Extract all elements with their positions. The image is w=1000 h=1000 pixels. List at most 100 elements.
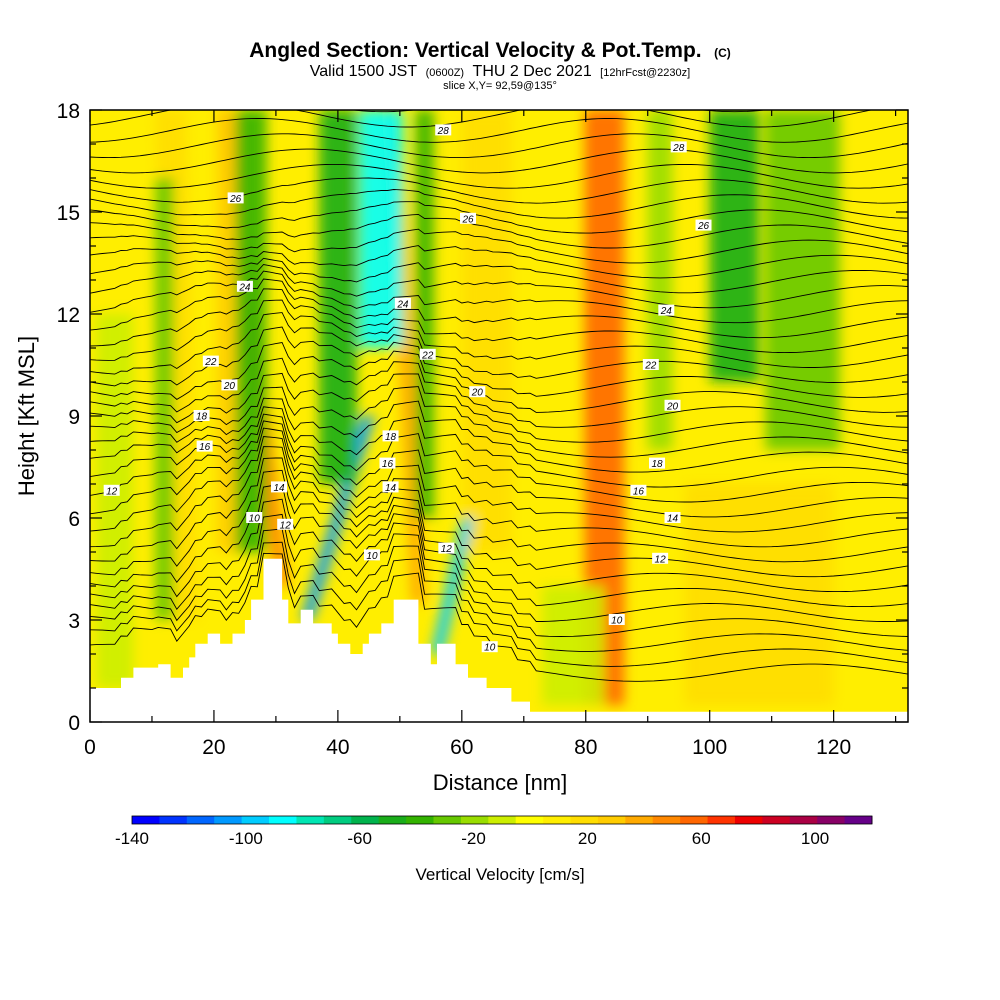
contour-label-text: 24 xyxy=(660,306,673,317)
contour-label-text: 26 xyxy=(697,221,710,232)
contour-label-text: 16 xyxy=(382,459,394,470)
contour-label-bg xyxy=(460,212,477,224)
theta-contour xyxy=(90,386,908,458)
velocity-field xyxy=(96,110,840,705)
contour-label: 12 xyxy=(103,484,120,497)
theta-contour xyxy=(90,201,908,234)
velocity-band xyxy=(709,110,760,382)
colorbar-swatch xyxy=(597,816,626,824)
velocity-band xyxy=(684,484,834,705)
colorbar-swatch xyxy=(378,816,407,824)
contour-label-text: 22 xyxy=(644,361,657,372)
theta-contour-labels: 12 10 14 12 16 18 20 22 24 26 10 16 14 18 24 22 20 12 10 28… xyxy=(103,124,712,654)
theta-contour xyxy=(90,498,908,622)
theta-contour xyxy=(90,436,908,548)
contour-label: 16 xyxy=(196,440,213,453)
contour-label: 10 xyxy=(246,512,263,525)
colorbar-swatch xyxy=(406,816,434,824)
contour-label: 22 xyxy=(419,348,436,361)
colorbar-swatch xyxy=(680,816,709,824)
velocity-band xyxy=(415,110,434,518)
contour-label-text: 16 xyxy=(199,442,211,453)
contour-label-bg xyxy=(438,542,455,554)
contour-label-bg xyxy=(379,457,396,469)
contour-label-bg xyxy=(236,280,253,292)
contour-label-text: 20 xyxy=(471,388,484,399)
theta-contour xyxy=(90,228,908,264)
contour-label-bg xyxy=(481,641,498,653)
axis-ticks xyxy=(89,109,908,723)
theta-contour xyxy=(90,326,908,398)
contour-label: 26 xyxy=(227,192,244,205)
theta-contour xyxy=(90,552,908,682)
subtitle-valid: Valid 1500 JST xyxy=(310,63,418,80)
contour-label-text: 26 xyxy=(229,194,242,205)
contour-label-text: 12 xyxy=(655,554,667,565)
y-tick-label: 9 xyxy=(68,406,80,429)
x-tick-label: 60 xyxy=(450,736,473,759)
colorbar-swatch xyxy=(543,816,572,824)
contour-label-bg xyxy=(202,355,219,367)
theta-contours xyxy=(90,110,908,682)
contour-label: 22 xyxy=(642,359,659,372)
contour-label-text: 12 xyxy=(280,520,292,531)
contour-label-text: 20 xyxy=(223,381,236,392)
colorbar-swatch xyxy=(817,816,846,824)
colorbar-swatch xyxy=(844,816,873,824)
theta-contour xyxy=(90,177,908,204)
contour-label-text: 22 xyxy=(204,357,217,368)
y-tick-label: 15 xyxy=(57,202,80,225)
theta-contour xyxy=(90,541,908,667)
contour-label-text: 14 xyxy=(273,483,285,494)
x-tick-label: 120 xyxy=(816,736,851,759)
contour-label-text: 14 xyxy=(667,514,679,525)
y-axis-label: Height [Kft MSL] xyxy=(14,336,39,496)
colorbar-swatch xyxy=(241,816,270,824)
colorbar-swatch xyxy=(707,816,736,824)
plot-area: 12 10 14 12 16 18 20 22 24 26 10 16 14 18 24 22 20 12 10 28… xyxy=(90,110,908,722)
title-main: Angled Section: Vertical Velocity & Pot.… xyxy=(249,39,701,62)
subtitle-zulu: (0600Z) xyxy=(426,67,465,79)
contour-label-text: 10 xyxy=(611,616,623,627)
y-tick-label: 18 xyxy=(57,100,80,123)
colorbar-tick-label: 60 xyxy=(692,829,711,848)
contour-label-text: 18 xyxy=(385,432,397,443)
contour-label-bg xyxy=(630,484,647,496)
terrain-mask xyxy=(90,558,908,722)
colorbar: -140 -100 -60 -20 20 60 100 xyxy=(115,815,873,848)
contour-label-bg xyxy=(382,481,399,493)
theta-contour xyxy=(90,264,908,309)
colorbar-tick-label: 20 xyxy=(578,829,597,848)
theta-contour xyxy=(90,469,908,593)
y-tick-label: 6 xyxy=(68,508,80,531)
contour-label-bg xyxy=(469,386,486,398)
contour-label-text: 24 xyxy=(396,299,409,310)
contour-label-bg xyxy=(649,457,666,469)
contour-label-text: 10 xyxy=(249,514,261,525)
contour-label: 28 xyxy=(670,141,687,154)
contour-label: 12 xyxy=(652,552,669,565)
theta-contour xyxy=(90,427,908,533)
x-tick-label: 80 xyxy=(574,736,597,759)
theta-contour xyxy=(90,133,908,159)
colorbar-swatch xyxy=(323,816,352,824)
contour-label-bg xyxy=(227,192,244,204)
contour-label-bg xyxy=(394,297,411,309)
contour-label-text: 20 xyxy=(666,401,679,412)
contour-label: 14 xyxy=(271,481,288,494)
contour-label-text: 28 xyxy=(672,143,685,154)
colorbar-tick-label: -60 xyxy=(347,829,372,848)
contour-label: 10 xyxy=(608,614,625,627)
velocity-band xyxy=(765,110,840,450)
theta-contour xyxy=(90,483,908,608)
contour-label: 18 xyxy=(193,410,210,423)
contour-label-bg xyxy=(652,552,669,564)
theta-contour xyxy=(90,278,908,339)
theta-contour xyxy=(90,163,908,189)
theta-contour xyxy=(90,446,908,563)
contour-label-text: 10 xyxy=(366,551,378,562)
theta-contour xyxy=(90,397,908,473)
velocity-band xyxy=(647,110,673,450)
theta-contour xyxy=(90,245,908,279)
